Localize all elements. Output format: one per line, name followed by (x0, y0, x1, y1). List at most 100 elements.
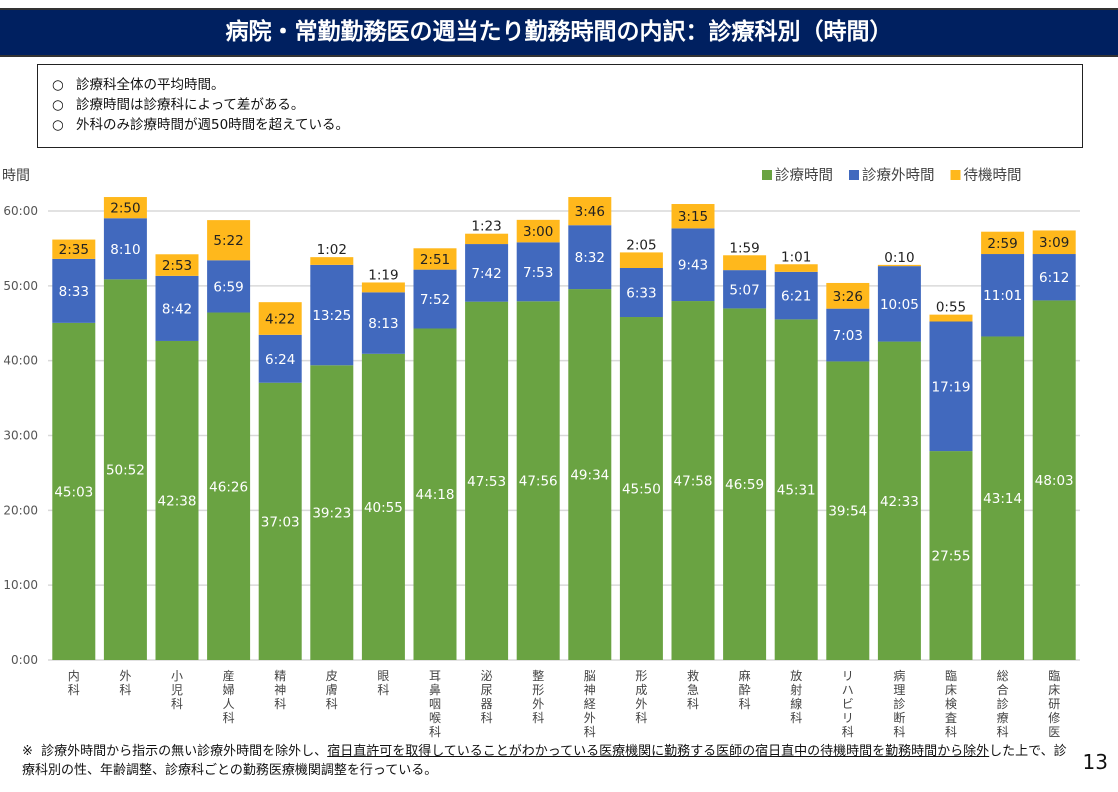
x-tick-label: 脳 (584, 669, 596, 683)
x-tick-label: 科 (997, 725, 1009, 739)
data-label: 42:33 (880, 494, 919, 510)
x-tick-label: 神 (274, 683, 286, 697)
x-tick-label: 修 (1048, 710, 1060, 725)
bar-segment (465, 244, 509, 302)
x-tick-label: 合 (997, 682, 1009, 697)
bar-segment (929, 314, 973, 322)
bar-segment (361, 353, 405, 660)
footnote-text: した上で、診療科別の性、年齢調整、診療科ごとの勤務医療機関調整を行っている。 (22, 744, 1067, 778)
data-label: 46:59 (725, 477, 764, 493)
bar-segment (516, 219, 560, 243)
bar-segment (826, 361, 870, 660)
x-tick-label: 外 (584, 711, 596, 725)
data-label: 8:42 (162, 301, 192, 317)
y-tick-label: 0:00 (11, 653, 38, 667)
data-label: 6:21 (781, 289, 811, 305)
note-item: ○ 診療時間は診療科によって差がある。 (52, 95, 1082, 115)
x-tick-label: 外 (532, 697, 544, 711)
note-text: 外科のみ診療時間が週50時間を超えている。 (76, 117, 350, 133)
x-tick-label: 科 (687, 697, 699, 711)
bar-segment (155, 340, 199, 660)
x-tick-label: 科 (119, 683, 131, 697)
x-tick-label: 外 (119, 669, 131, 683)
data-label: 47:53 (467, 474, 506, 490)
x-tick-label: 検 (945, 697, 957, 711)
data-label: 45:31 (777, 483, 816, 499)
bar-segment (723, 270, 767, 309)
bar-segment (1032, 230, 1076, 255)
bar-segment (465, 233, 509, 245)
x-tick-label: 経 (584, 697, 596, 711)
bar-segment (310, 257, 354, 265)
data-label: 5:07 (729, 282, 759, 298)
bar-segment (361, 292, 405, 354)
x-tick-label: 科 (532, 711, 544, 725)
data-label: 44:18 (416, 487, 455, 503)
bar-segment (310, 264, 354, 366)
bar-segment (155, 254, 199, 276)
data-label: 9:43 (678, 258, 708, 274)
bar-segment (774, 319, 818, 660)
bar-segment (826, 308, 870, 362)
bar-segment (723, 308, 767, 660)
x-tick-label: 臨 (1048, 669, 1060, 683)
bar-segment (103, 218, 147, 280)
bar-segment (568, 225, 612, 290)
data-label: 39:23 (312, 506, 351, 522)
note-item: ○ 外科のみ診療時間が週50時間を超えている。 (52, 115, 1082, 135)
summary-box: ○ 診療科全体の平均時間。 ○ 診療時間は診療科によって差がある。 ○ 外科のみ診療時… (37, 64, 1083, 148)
x-tick-label: リ (842, 711, 854, 725)
data-label: 1:23 (471, 219, 501, 235)
bar-segment (774, 264, 818, 272)
data-label: 39:54 (828, 504, 867, 520)
legend-label: 待機時間 (964, 167, 1022, 184)
footnote-mark: ※ (22, 744, 33, 759)
y-tick-label: 50:00 (3, 279, 38, 293)
y-tick-label: 60:00 (3, 204, 38, 218)
data-label: 3:46 (575, 204, 605, 220)
x-tick-label: 床 (945, 683, 957, 697)
bar-segment (568, 197, 612, 226)
bar-segment (877, 266, 921, 342)
data-label: 17:19 (932, 379, 971, 395)
x-tick-label: 精 (274, 669, 286, 683)
data-label: 6:59 (213, 279, 243, 295)
data-label: 3:26 (833, 289, 863, 305)
x-tick-label: 器 (481, 697, 493, 711)
data-label: 6:12 (1039, 270, 1069, 286)
legend-swatch (762, 170, 772, 180)
y-tick-label: 30:00 (3, 429, 38, 443)
data-label: 2:35 (59, 242, 89, 258)
y-tick-label: 20:00 (3, 503, 38, 517)
data-label: 3:00 (523, 224, 553, 240)
bar-segment (929, 451, 973, 660)
footnote-underlined-text: 宿日直許可を取得していることがわかっている医療機関に勤務する医師の宿日直中の待機… (327, 744, 990, 759)
bar-segment (1032, 254, 1076, 301)
bar-segment (723, 255, 767, 271)
data-label: 11:01 (983, 288, 1022, 304)
x-tick-label: 小 (171, 669, 183, 683)
x-tick-label: 鼻 (429, 682, 441, 697)
data-label: 37:03 (261, 514, 300, 530)
x-tick-label: 科 (326, 697, 338, 711)
x-tick-label: 科 (171, 697, 183, 711)
data-label: 5:22 (213, 233, 243, 249)
bar-segment (258, 302, 302, 335)
x-tick-label: 婦 (223, 682, 235, 697)
note-text: 診療科全体の平均時間。 (76, 77, 225, 93)
bar-segment (413, 269, 457, 329)
x-tick-label: 科 (584, 725, 596, 739)
x-tick-label: 研 (1048, 697, 1060, 711)
data-label: 0:10 (884, 250, 914, 266)
x-tick-label: 科 (893, 725, 905, 739)
data-label: 8:32 (575, 250, 605, 266)
data-label: 0:55 (936, 300, 966, 316)
legend-swatch (950, 170, 961, 180)
data-label: 42:38 (158, 493, 197, 509)
page-number: 13 (1082, 750, 1108, 774)
bar-segment (671, 204, 715, 229)
x-tick-label: 急 (687, 682, 699, 697)
x-tick-label: 神 (584, 683, 596, 697)
note-item: ○ 診療科全体の平均時間。 (52, 75, 1082, 95)
data-label: 1:59 (729, 240, 759, 256)
